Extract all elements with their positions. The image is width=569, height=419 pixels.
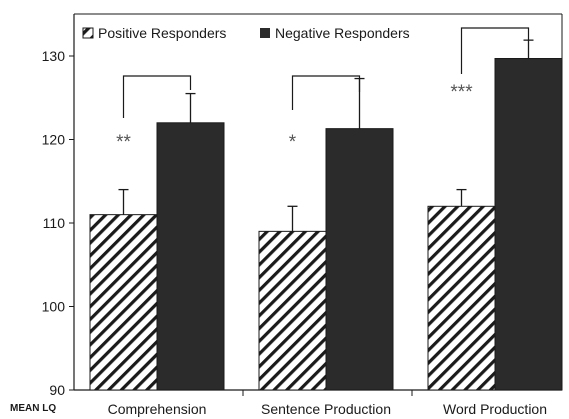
y-axis-ticks: 90 100 110 120 130	[42, 48, 74, 398]
significance-marker: *	[289, 132, 297, 153]
bar-negative	[156, 122, 225, 391]
y-tick-label: 100	[42, 299, 66, 315]
significance-bracket	[122, 75, 192, 118]
significance-marker: **	[116, 132, 131, 153]
legend-label-negative: Negative Responders	[275, 25, 410, 41]
legend-swatch-negative	[260, 28, 270, 38]
bar-positive	[89, 214, 158, 391]
legend: Positive Responders Negative Responders	[82, 25, 410, 41]
x-tick-label: Sentence Production	[261, 401, 391, 417]
category-labels: Comprehension Sentence Production Word Pro…	[108, 390, 547, 417]
legend-label-positive: Positive Responders	[98, 25, 226, 41]
y-tick-label: 120	[42, 132, 66, 148]
bar-positive	[258, 230, 327, 391]
y-tick-label: 130	[42, 48, 66, 64]
legend-swatch-positive	[82, 27, 94, 39]
y-tick-label: 90	[49, 382, 65, 398]
y-tick-label: 110	[43, 215, 66, 231]
bar-negative	[325, 128, 394, 391]
significance-bracket	[291, 75, 361, 110]
x-tick-label: Word Production	[443, 401, 547, 417]
bar-positive	[427, 205, 496, 391]
significance-bracket	[460, 27, 530, 74]
x-tick-label: Comprehension	[108, 401, 207, 417]
y-axis-label: MEAN LQ	[10, 403, 56, 414]
bars: ** ****	[89, 27, 563, 391]
significance-marker: ***	[450, 82, 473, 103]
bar-negative	[494, 58, 563, 391]
